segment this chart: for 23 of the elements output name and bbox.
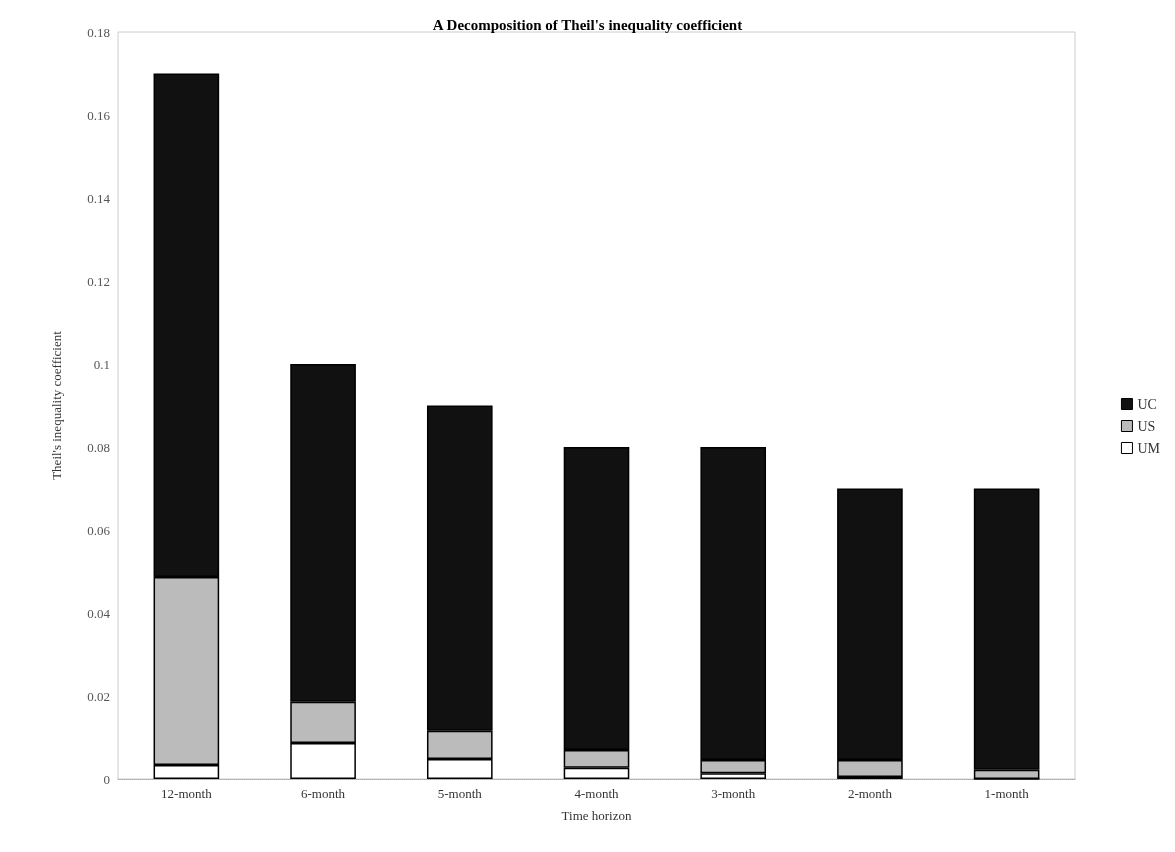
y-tick-label: 0.18 (87, 24, 110, 40)
legend-label: UM (1137, 440, 1161, 456)
y-tick-label: 0.04 (87, 605, 111, 621)
x-tick-label: 4-month (574, 786, 620, 801)
x-tick-label: 1-month (984, 786, 1030, 801)
legend-label: UC (1137, 396, 1157, 412)
y-tick-label: 0.1 (93, 356, 110, 372)
y-axis-title: Theil's inequality coefficient (49, 330, 64, 480)
chart-title: A Decomposition of Theil's inequality coefficient (432, 16, 743, 33)
y-tick-label: 0.14 (87, 190, 111, 206)
y-tick-label: 0.16 (87, 107, 111, 123)
y-tick-label: 0 (103, 771, 110, 787)
x-tick-label: 3-month (711, 786, 756, 801)
x-tick-label: 5-month (437, 786, 483, 801)
y-tick-label: 0.12 (87, 273, 110, 289)
y-tick-label: 0.08 (87, 439, 110, 455)
y-tick-label: 0.06 (87, 522, 111, 538)
x-tick-label: 2-month (847, 786, 893, 801)
y-tick-label: 0.02 (87, 688, 110, 704)
x-tick-label: 6-month (301, 786, 346, 801)
x-axis-title: Time horizon (561, 808, 632, 823)
legend-label: US (1137, 418, 1156, 434)
x-tick-label: 12-month (161, 786, 213, 801)
